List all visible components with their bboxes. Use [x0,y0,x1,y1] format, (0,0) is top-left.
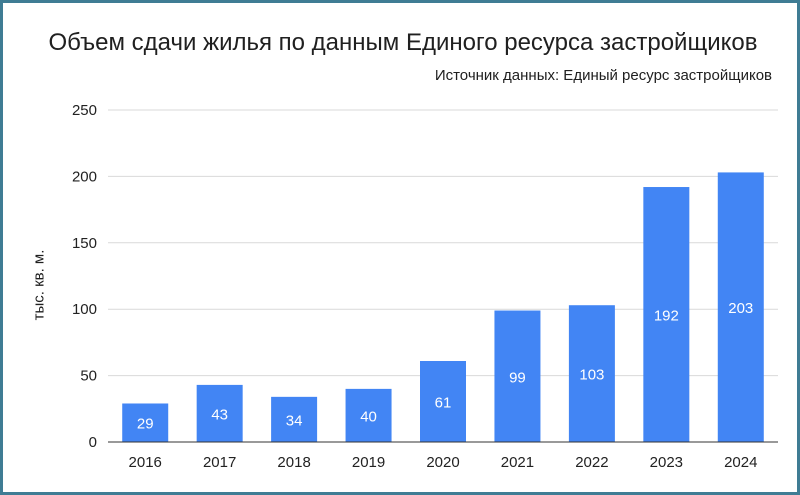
bar [345,388,392,442]
x-tick-label: 2016 [129,454,162,471]
bars: 29 43 34 40 61 99 103 192 203 [122,172,764,442]
y-tick-label: 0 [89,434,97,451]
x-tick-label: 2022 [575,454,608,471]
bar-value-label: 99 [509,369,526,386]
x-tick-labels: 2016 2017 2018 2019 2020 2021 2022 2023 2024 [129,454,758,471]
bar-value-label: 43 [211,406,228,423]
chart-subtitle: Источник данных: Единый ресурс застройщи… [434,67,772,84]
x-tick-label: 2017 [203,454,236,471]
y-tick-label: 250 [72,102,97,119]
chart-title: Объем сдачи жилья по данным Единого ресу… [48,29,758,56]
x-tick-label: 2023 [650,454,683,471]
x-tick-label: 2019 [352,454,385,471]
bar [196,384,243,442]
bar-value-label: 203 [728,300,753,317]
bar-value-label: 29 [137,416,154,433]
bar [717,172,764,442]
bar [568,305,615,442]
x-tick-label: 2020 [426,454,459,471]
bar-value-label: 40 [360,408,377,425]
bar [271,396,318,442]
bar-value-label: 192 [654,308,679,325]
bar-value-label: 103 [579,367,604,384]
x-tick-label: 2018 [277,454,310,471]
bar [494,310,541,442]
y-tick-label: 150 [72,235,97,252]
bar [420,360,466,442]
bar-value-label: 34 [286,412,303,429]
y-tick-labels: 0 50 100 150 200 250 [72,102,97,451]
bar [643,187,690,442]
bar [122,403,169,442]
bar-value-label: 61 [435,394,452,411]
x-tick-label: 2024 [724,454,757,471]
y-tick-label: 100 [72,301,97,318]
x-tick-label: 2021 [501,454,534,471]
y-tick-label: 200 [72,168,97,185]
y-tick-label: 50 [80,368,97,385]
